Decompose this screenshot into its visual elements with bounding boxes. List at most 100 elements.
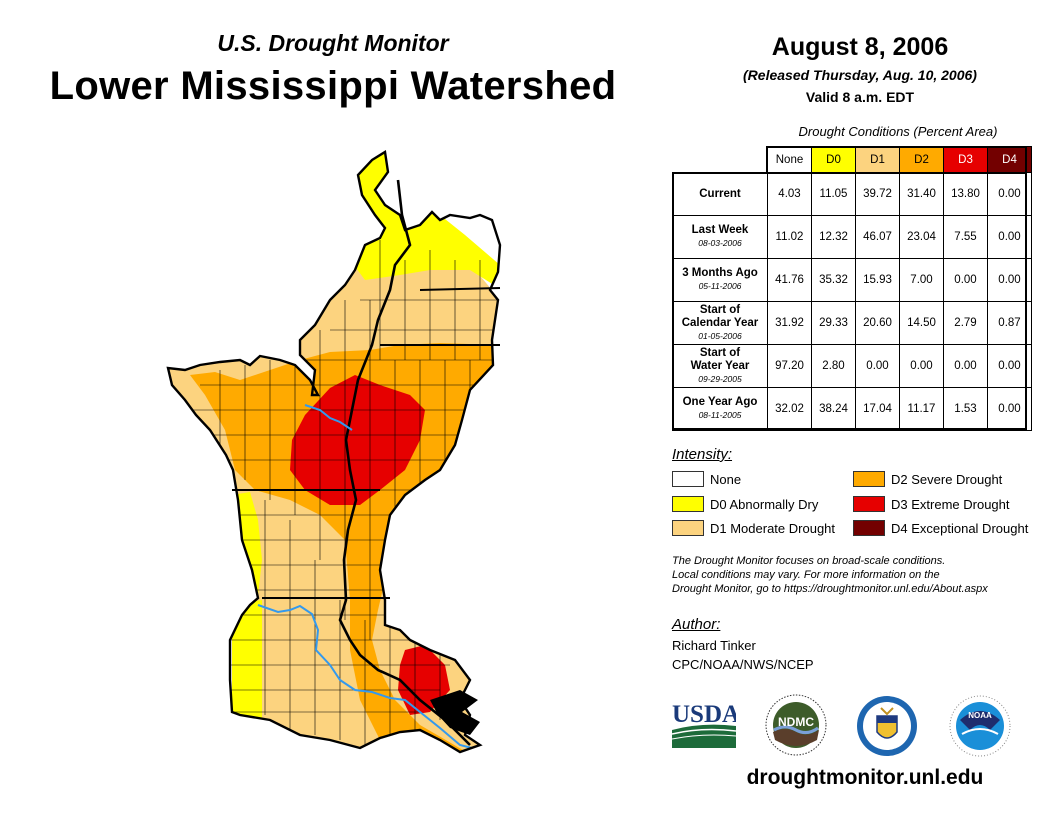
legend-label: D3 Extreme Drought bbox=[891, 496, 1010, 512]
table-cell: 15.93 bbox=[855, 258, 900, 302]
col-header-d2: D2 bbox=[899, 146, 944, 173]
row-date: 09-29-2005 bbox=[698, 373, 742, 384]
legend-item-none: None bbox=[672, 470, 741, 488]
row-date: 05-11-2006 bbox=[698, 281, 742, 291]
legend-label: D2 Severe Drought bbox=[891, 471, 1003, 487]
legend-label: D1 Moderate Drought bbox=[710, 520, 836, 536]
table-cell: 0.00 bbox=[987, 172, 1032, 216]
row-label-text: Start of bbox=[699, 346, 741, 359]
table-cell: 11.02 bbox=[767, 215, 812, 259]
map-subtitle: U.S. Drought Monitor bbox=[217, 30, 449, 56]
ndmc-logo: NDMC bbox=[765, 694, 827, 756]
row-date: 01-05-2006 bbox=[698, 330, 742, 341]
legend-swatch-none bbox=[672, 471, 704, 487]
note-line: The Drought Monitor focuses on broad-sca… bbox=[672, 555, 946, 567]
disclaimer-note: The Drought Monitor focuses on broad-sca… bbox=[672, 554, 1042, 596]
author-org: CPC/NOAA/NWS/NCEP bbox=[672, 657, 814, 672]
table-cell: 0.00 bbox=[899, 344, 944, 388]
row-label: Start of Calendar Year 01-05-2006 bbox=[672, 301, 768, 345]
table-cell: 2.79 bbox=[943, 301, 988, 345]
valid-time: Valid 8 a.m. EDT bbox=[805, 89, 915, 105]
table-cell: 1.53 bbox=[943, 387, 988, 431]
table-row: Last Week 08-03-2006 11.02 12.32 46.07 23.04 7… bbox=[672, 215, 1032, 259]
svg-text:NDMC: NDMC bbox=[778, 715, 814, 729]
author-name: Richard Tinker bbox=[672, 638, 756, 653]
table-cell: 39.72 bbox=[855, 172, 900, 216]
usda-logo: USDA bbox=[672, 701, 736, 748]
table-corner bbox=[673, 147, 768, 173]
legend-item-d1: D1 Moderate Drought bbox=[672, 519, 835, 537]
table-cell: 31.40 bbox=[899, 172, 944, 216]
table-cell: 38.24 bbox=[811, 387, 856, 431]
release-date: (Released Thursday, Aug. 10, 2006) bbox=[743, 67, 977, 83]
footer-url[interactable]: droughtmonitor.unl.edu bbox=[746, 766, 984, 789]
table-cell: 12.32 bbox=[811, 215, 856, 259]
legend-swatch-d0 bbox=[672, 496, 704, 512]
legend-title: Intensity: bbox=[672, 446, 733, 463]
table-row: Start of Calendar Year 01-05-2006 31.92 29.3… bbox=[672, 301, 1032, 345]
noaa-logo: NOAA bbox=[949, 695, 1011, 757]
drought-map bbox=[166, 150, 502, 754]
legend-swatch-d1 bbox=[672, 520, 704, 536]
legend-label: None bbox=[710, 471, 742, 487]
d2-region bbox=[190, 343, 500, 752]
row-label: 3 Months Ago 05-11-2006 bbox=[672, 258, 768, 302]
coastal-marsh bbox=[430, 690, 480, 735]
table-row: Current 4.03 11.05 39.72 31.40 13.80 0.00 bbox=[672, 172, 1032, 216]
legend-swatch-d3 bbox=[853, 496, 885, 512]
table-cell: 31.92 bbox=[767, 301, 812, 345]
drought-conditions-table: None D0 D1 D2 D3 D4 Current 4.03 11.05 39.7… bbox=[672, 146, 1032, 431]
row-label: Start of Water Year 09-29-2005 bbox=[672, 344, 768, 388]
none-region-southwest bbox=[200, 612, 232, 720]
col-header-d1: D1 bbox=[855, 146, 900, 173]
table-cell: 46.07 bbox=[855, 215, 900, 259]
table-cell: 0.00 bbox=[855, 344, 900, 388]
legend-label: D4 Exceptional Drought bbox=[891, 520, 1029, 536]
table-cell: 20.60 bbox=[855, 301, 900, 345]
svg-text:NOAA: NOAA bbox=[968, 711, 992, 720]
table-cell: 97.20 bbox=[767, 344, 812, 388]
d3-region-southeast bbox=[398, 645, 450, 715]
row-label-text: Start of bbox=[699, 303, 741, 316]
svg-text:USDA: USDA bbox=[672, 701, 736, 728]
row-label: One Year Ago 08-11-2005 bbox=[672, 387, 768, 431]
table-cell: 0.00 bbox=[943, 344, 988, 388]
table-cell: 0.00 bbox=[987, 258, 1032, 302]
table-cell: 7.55 bbox=[943, 215, 988, 259]
state-lines bbox=[232, 287, 501, 599]
map-title: Lower Mississippi Watershed bbox=[49, 64, 617, 108]
row-label-text-2: Calendar Year bbox=[681, 316, 759, 329]
legend-item-d4: D4 Exceptional Drought bbox=[853, 519, 1028, 537]
table-row: 3 Months Ago 05-11-2006 41.76 35.32 15.93 7.0… bbox=[672, 258, 1032, 302]
table-cell: 0.00 bbox=[987, 344, 1032, 388]
legend-item-d2: D2 Severe Drought bbox=[853, 470, 1002, 488]
table-row: Start of Water Year 09-29-2005 97.20 2.80 0.0… bbox=[672, 344, 1032, 388]
table-row: One Year Ago 08-11-2005 32.02 38.24 17.04 11.… bbox=[672, 387, 1032, 431]
table-cell: 41.76 bbox=[767, 258, 812, 302]
note-line: Local conditions may vary. For more info… bbox=[672, 569, 940, 581]
author-heading: Author: bbox=[672, 616, 721, 633]
row-label-text: 3 Months Ago bbox=[682, 267, 758, 279]
table-cell: 4.03 bbox=[767, 172, 812, 216]
commerce-seal-logo bbox=[857, 696, 917, 756]
table-cell: 29.33 bbox=[811, 301, 856, 345]
legend-item-d0: D0 Abnormally Dry bbox=[672, 495, 818, 513]
row-label-text: One Year Ago bbox=[682, 396, 758, 408]
row-label-text: Current bbox=[699, 187, 741, 200]
table-cell: 14.50 bbox=[899, 301, 944, 345]
row-label: Last Week 08-03-2006 bbox=[672, 215, 768, 259]
table-cell: 17.04 bbox=[855, 387, 900, 431]
legend-label: D0 Abnormally Dry bbox=[710, 496, 819, 512]
table-cell: 32.02 bbox=[767, 387, 812, 431]
d3-region-central bbox=[290, 375, 425, 505]
table-cell: 11.17 bbox=[899, 387, 944, 431]
legend-swatch-d2 bbox=[853, 471, 885, 487]
col-header-d3: D3 bbox=[943, 146, 988, 173]
col-header-d0: D0 bbox=[811, 146, 856, 173]
row-label: Current bbox=[672, 172, 768, 216]
row-label-text-2: Water Year bbox=[690, 359, 750, 372]
atchafalaya-river bbox=[257, 604, 473, 749]
table-cell: 35.32 bbox=[811, 258, 856, 302]
legend-swatch-d4 bbox=[853, 520, 885, 536]
table-cell: 23.04 bbox=[899, 215, 944, 259]
